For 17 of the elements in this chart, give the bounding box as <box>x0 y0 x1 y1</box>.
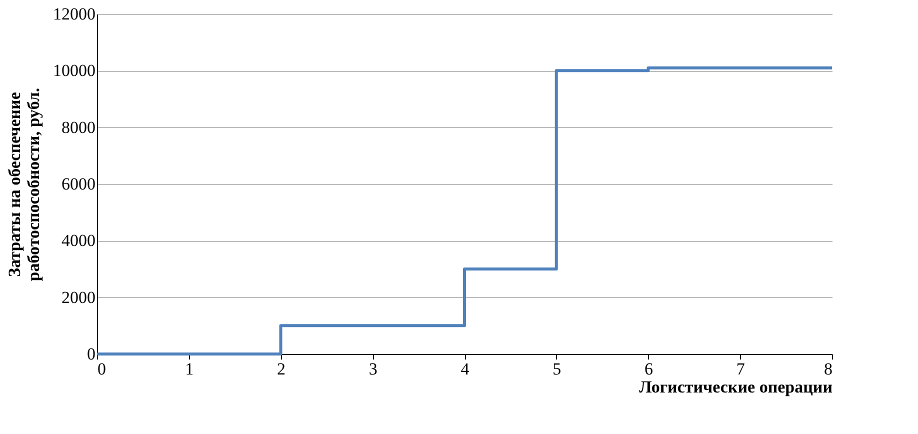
x-tick-label: 2 <box>277 360 286 378</box>
x-axis-title: Логистические операции <box>639 378 833 396</box>
x-tick-label: 3 <box>368 360 378 378</box>
x-tick-label: 8 <box>824 360 832 378</box>
x-tick-label: 4 <box>460 360 470 378</box>
y-tick-label: 10000 <box>53 61 96 80</box>
y-tick-label: 6000 <box>62 174 96 194</box>
y-axis-title: Затраты на обеспечение работоспособности, рубл. <box>5 88 43 282</box>
x-tick-label: 5 <box>552 360 562 378</box>
y-tick-label: 12000 <box>53 4 96 24</box>
x-tick-label: 1 <box>185 360 194 378</box>
x-tick-label: 7 <box>736 360 746 378</box>
y-tick-label: 2000 <box>62 288 96 307</box>
y-tick-label: 4000 <box>62 231 96 250</box>
y-tick-label: 8000 <box>62 118 96 137</box>
x-tick-label: 6 <box>644 360 653 378</box>
y-tick-label: 0 <box>87 344 96 364</box>
